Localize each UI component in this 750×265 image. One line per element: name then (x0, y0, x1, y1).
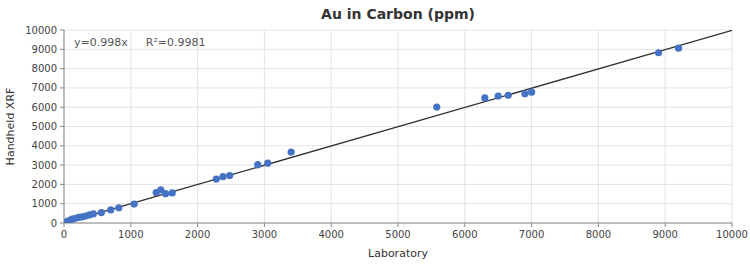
chart: 0 1000 2000 3000 4000 5000 6000 7000 8000 9000 100… (0, 0, 750, 265)
x-axis-line (64, 223, 732, 224)
y-tick-label: 9000 (32, 44, 57, 55)
y-tick (60, 68, 64, 69)
x-tick-label: 5000 (385, 229, 410, 240)
y-tick-label: 0 (51, 218, 57, 229)
x-tick (197, 223, 198, 227)
equation-annotation: y=0.998x (74, 36, 128, 49)
scatter-point (169, 189, 176, 196)
plot-area (64, 30, 732, 223)
x-tick-label: 0 (61, 229, 67, 240)
x-tick-label: 9000 (652, 229, 677, 240)
scatter-point (162, 190, 169, 197)
y-grid-line (64, 87, 732, 88)
x-tick (464, 223, 465, 227)
y-tick-label: 5000 (32, 121, 57, 132)
x-tick (130, 223, 131, 227)
y-tick-label: 2000 (32, 179, 57, 190)
y-axis-line (64, 30, 65, 223)
y-grid-line (64, 203, 732, 204)
scatter-point (481, 94, 488, 101)
y-tick (60, 184, 64, 185)
scatter-point (254, 161, 261, 168)
y-grid-line (64, 184, 732, 185)
grid (64, 30, 732, 223)
x-tick-label: 10000 (716, 229, 748, 240)
x-tick-label: 4000 (318, 229, 343, 240)
y-grid-line (64, 107, 732, 108)
scatter-point (226, 172, 233, 179)
y-tick-label: 3000 (32, 160, 57, 171)
y-grid-line (64, 30, 732, 31)
x-tick-label: 7000 (519, 229, 544, 240)
y-grid-line (64, 145, 732, 146)
x-tick (64, 223, 65, 227)
x-tick (331, 223, 332, 227)
x-tick (732, 223, 733, 227)
scatter-point (505, 92, 512, 99)
axes: 0 1000 2000 3000 4000 5000 6000 7000 8000 9000 100… (25, 25, 748, 241)
x-tick (665, 223, 666, 227)
scatter-point (90, 210, 97, 217)
scatter-point (115, 204, 122, 211)
y-tick (60, 87, 64, 88)
regression-line (64, 30, 732, 223)
scatter-point (675, 45, 682, 52)
y-tick-label: 7000 (32, 82, 57, 93)
y-tick-label: 10000 (25, 25, 57, 36)
y-tick-label: 6000 (32, 102, 57, 113)
x-tick (531, 223, 532, 227)
y-tick-label: 8000 (32, 63, 57, 74)
title: Au in Carbon (ppm) (321, 6, 475, 22)
x-tick (264, 223, 265, 227)
y-tick-label: 4000 (32, 140, 57, 151)
scatter-point (528, 89, 535, 96)
x-tick (598, 223, 599, 227)
scatter-point (495, 92, 502, 99)
x-axis-label: Laboratory (368, 247, 428, 260)
scatter-point (521, 90, 528, 97)
y-tick (60, 145, 64, 146)
x-tick (398, 223, 399, 227)
y-tick-label: 1000 (32, 198, 57, 209)
x-tick-label: 2000 (185, 229, 210, 240)
scatter-point (433, 103, 440, 110)
x-tick-label: 6000 (452, 229, 477, 240)
scatter-point (213, 175, 220, 182)
scatter-point (98, 209, 105, 216)
y-tick (60, 203, 64, 204)
scatter-point (655, 49, 662, 56)
y-tick (60, 30, 64, 31)
y-axis-label: Handheld XRF (4, 88, 17, 166)
scatter-point (264, 160, 271, 167)
equation-annotation: R²=0.9981 (146, 36, 206, 49)
y-tick (60, 223, 64, 224)
x-tick-label: 8000 (586, 229, 611, 240)
x-tick-label: 3000 (252, 229, 277, 240)
data (64, 30, 732, 223)
y-grid-line (64, 68, 732, 69)
y-tick (60, 165, 64, 166)
y-grid-line (64, 165, 732, 166)
scatter-point (107, 206, 114, 213)
x-grid-line (64, 30, 65, 223)
scatter-point (288, 148, 295, 155)
scatter-point (131, 200, 138, 207)
y-tick (60, 107, 64, 108)
x-tick-label: 1000 (118, 229, 143, 240)
y-tick (60, 49, 64, 50)
y-tick (60, 126, 64, 127)
y-grid-line (64, 223, 732, 224)
scatter-point (219, 173, 226, 180)
